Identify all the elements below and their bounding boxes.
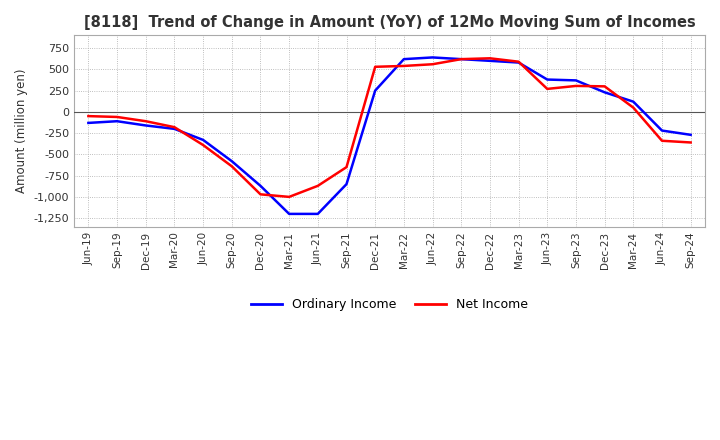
Net Income: [342, 165, 351, 170]
Net Income: [514, 59, 523, 64]
Net Income: [113, 114, 122, 120]
Net Income: [84, 114, 93, 119]
Ordinary Income: [141, 123, 150, 128]
Ordinary Income: [400, 56, 408, 62]
Net Income: [313, 183, 322, 188]
Net Income: [141, 118, 150, 124]
Net Income: [572, 83, 580, 88]
Net Income: [371, 64, 379, 70]
Ordinary Income: [514, 60, 523, 65]
Net Income: [543, 86, 552, 92]
Line: Ordinary Income: Ordinary Income: [89, 58, 690, 214]
Ordinary Income: [600, 90, 609, 95]
Ordinary Income: [428, 55, 437, 60]
Ordinary Income: [572, 78, 580, 83]
Line: Net Income: Net Income: [89, 58, 690, 197]
Ordinary Income: [371, 88, 379, 93]
Net Income: [256, 192, 265, 197]
Ordinary Income: [686, 132, 695, 137]
Y-axis label: Amount (million yen): Amount (million yen): [15, 69, 28, 193]
Net Income: [228, 164, 236, 169]
Net Income: [199, 143, 207, 148]
Title: [8118]  Trend of Change in Amount (YoY) of 12Mo Moving Sum of Incomes: [8118] Trend of Change in Amount (YoY) o…: [84, 15, 696, 30]
Ordinary Income: [485, 58, 494, 63]
Net Income: [400, 63, 408, 69]
Net Income: [686, 140, 695, 145]
Ordinary Income: [342, 181, 351, 187]
Net Income: [600, 84, 609, 89]
Ordinary Income: [256, 183, 265, 188]
Net Income: [285, 194, 294, 199]
Ordinary Income: [543, 77, 552, 82]
Legend: Ordinary Income, Net Income: Ordinary Income, Net Income: [246, 293, 534, 316]
Net Income: [170, 125, 179, 130]
Net Income: [457, 56, 466, 62]
Ordinary Income: [629, 99, 638, 104]
Ordinary Income: [285, 211, 294, 216]
Ordinary Income: [657, 128, 666, 133]
Ordinary Income: [313, 211, 322, 216]
Net Income: [629, 105, 638, 110]
Net Income: [485, 55, 494, 61]
Ordinary Income: [113, 118, 122, 124]
Ordinary Income: [199, 137, 207, 143]
Net Income: [657, 138, 666, 143]
Ordinary Income: [170, 126, 179, 132]
Net Income: [428, 62, 437, 67]
Ordinary Income: [228, 158, 236, 164]
Ordinary Income: [84, 120, 93, 125]
Ordinary Income: [457, 56, 466, 62]
